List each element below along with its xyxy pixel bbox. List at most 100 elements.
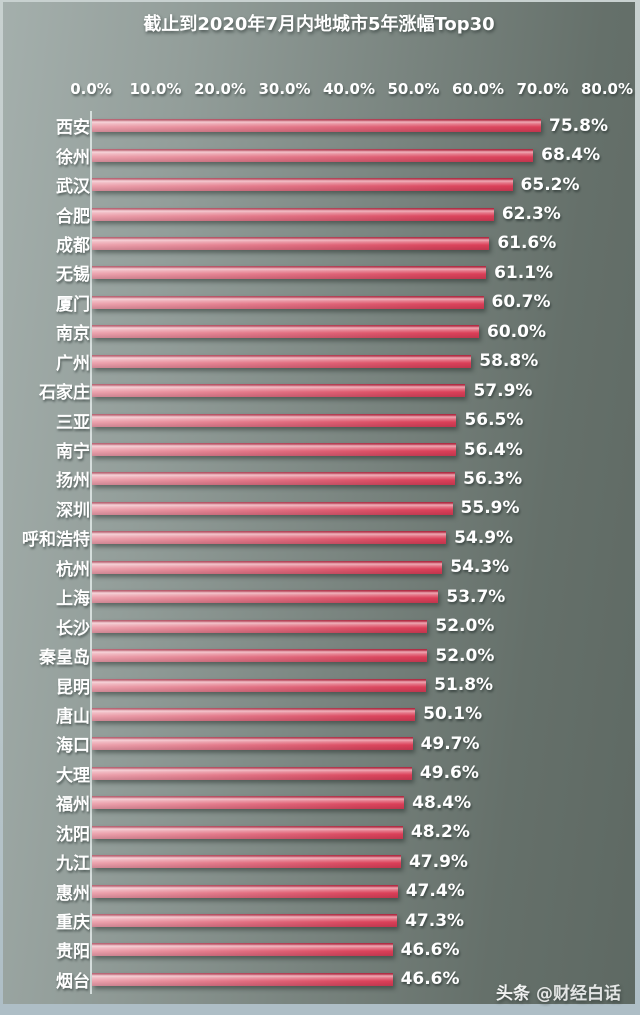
plot-area: 47.3% (90, 905, 608, 936)
bar (92, 766, 412, 780)
bar (92, 619, 428, 633)
bar (92, 855, 401, 869)
plot-area: 48.4% (90, 788, 608, 818)
category-label: 贵阳 (56, 942, 90, 963)
chart-row: 西安 75.8% (3, 111, 635, 141)
category-label: 上海 (56, 589, 90, 610)
value-label: 55.9% (460, 498, 520, 519)
bar (92, 825, 403, 839)
chart-row: 合肥 62.3% (3, 199, 635, 229)
category-label: 合肥 (56, 206, 90, 227)
bar (92, 178, 513, 192)
bar (92, 943, 393, 957)
category-label: 扬州 (56, 471, 90, 492)
category-label: 南宁 (56, 442, 90, 463)
bar (92, 443, 456, 457)
value-label: 62.3% (501, 204, 561, 225)
category-label: 秦皇岛 (39, 648, 90, 669)
bar (92, 501, 453, 515)
bar (92, 413, 457, 427)
bar (92, 560, 443, 574)
category-label: 徐州 (56, 147, 90, 168)
value-label: 53.7% (446, 586, 506, 607)
chart-row: 杭州 54.3% (3, 552, 635, 582)
plot-area: 58.8% (90, 346, 608, 376)
value-label: 46.6% (400, 969, 460, 990)
chart-row: 贵阳 46.6% (3, 935, 635, 965)
value-label: 47.3% (405, 910, 465, 931)
plot-area: 51.8% (90, 670, 608, 700)
chart-title: 截止到2020年7月内地城市5年涨幅Top30 (143, 14, 495, 35)
value-label: 46.6% (400, 939, 460, 960)
category-label: 重庆 (56, 913, 90, 934)
chart-row: 长沙 52.0% (3, 611, 635, 641)
plot-area: 54.9% (90, 523, 608, 553)
chart-row: 福州 48.4% (3, 788, 635, 818)
plot-area: 56.3% (90, 464, 608, 494)
category-label: 九江 (56, 854, 90, 875)
category-label: 杭州 (56, 559, 90, 580)
category-label: 长沙 (56, 618, 90, 639)
plot-area: 46.6% (90, 935, 608, 965)
chart-row: 广州 58.8% (3, 346, 635, 376)
chart-row: 徐州 68.4% (3, 140, 635, 170)
x-tick-label: 30.0% (258, 80, 311, 98)
bar (92, 472, 456, 486)
chart-row: 扬州 56.3% (3, 464, 635, 494)
category-label: 成都 (56, 235, 90, 256)
value-label: 58.8% (479, 351, 539, 372)
plot-area: 47.9% (90, 846, 608, 877)
category-label: 南京 (56, 324, 90, 345)
chart-row: 昆明 51.8% (3, 670, 635, 700)
x-tick-label: 40.0% (322, 80, 376, 98)
bar (92, 119, 542, 133)
category-label: 深圳 (56, 500, 90, 521)
x-tick-label: 50.0% (387, 80, 440, 98)
chart-row: 呼和浩特 54.9% (3, 523, 635, 553)
category-label: 西安 (56, 118, 90, 139)
chart-canvas: 截止到2020年7月内地城市5年涨幅Top30 0.0% 10.0% 20.0% 30… (3, 2, 635, 1004)
chart-row: 南宁 56.4% (3, 434, 635, 465)
plot-area: 62.3% (90, 199, 608, 229)
chart-row: 海口 49.7% (3, 729, 635, 759)
plot-area: 75.8% (90, 111, 608, 141)
plot-area: 57.9% (90, 375, 608, 406)
plot-area: 68.4% (90, 140, 608, 170)
category-label: 烟台 (56, 971, 90, 992)
bar (92, 236, 490, 250)
value-label: 75.8% (549, 115, 608, 136)
bar (92, 649, 428, 663)
value-label: 60.0% (487, 321, 546, 342)
x-tick-label: 20.0% (193, 80, 247, 98)
chart-row: 重庆 47.3% (3, 905, 635, 936)
value-label: 60.7% (491, 292, 551, 313)
value-label: 65.2% (520, 174, 580, 195)
x-tick-label: 80.0% (580, 80, 634, 98)
bar (92, 914, 398, 928)
bar (92, 266, 487, 280)
chart-row: 南京 60.0% (3, 317, 635, 347)
plot-area: 52.0% (90, 611, 608, 641)
bar (92, 737, 413, 751)
bar (92, 325, 479, 339)
value-label: 52.0% (435, 616, 495, 637)
chart-row: 三亚 56.5% (3, 405, 635, 435)
watermark-brand: 头条 (496, 984, 530, 1004)
bar (92, 590, 439, 604)
chart-row: 大理 49.6% (3, 758, 635, 789)
category-label: 武汉 (56, 177, 90, 198)
plot-area: 46.6% (90, 964, 608, 995)
plot-area: 65.2% (90, 169, 608, 200)
value-label: 49.7% (420, 733, 480, 754)
category-label: 三亚 (56, 412, 90, 433)
bar (92, 884, 398, 898)
x-axis-ticks: 0.0% 10.0% 20.0% 30.0% 40.0% 50.0% 60.0% 70.0% 8… (70, 79, 633, 99)
category-label: 沈阳 (56, 824, 90, 845)
plot-area: 48.2% (90, 817, 608, 847)
value-label: 56.4% (463, 439, 523, 460)
watermark-handle: @财经白话 (536, 984, 621, 1004)
category-label: 广州 (56, 353, 90, 374)
plot-area: 49.6% (90, 758, 608, 789)
bar (92, 707, 416, 721)
